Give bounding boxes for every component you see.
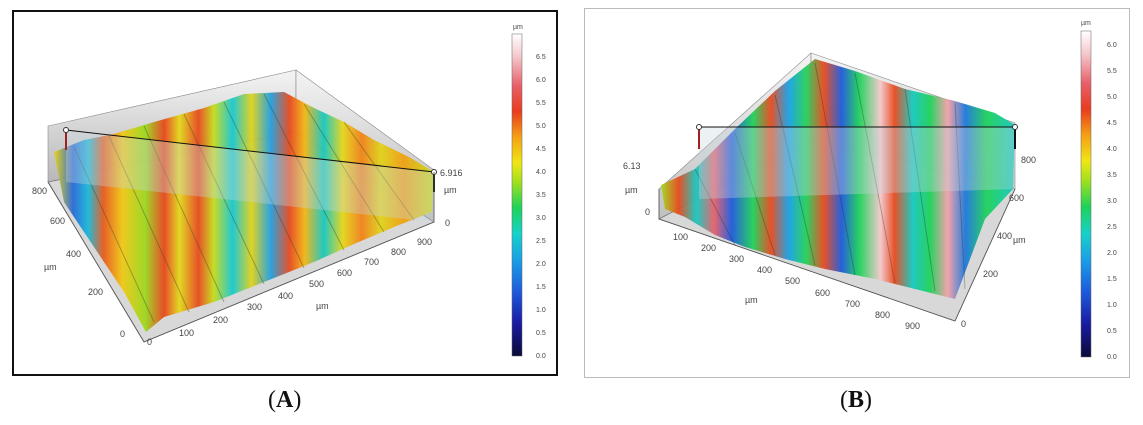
x-tick: 300 <box>247 302 262 312</box>
y-tick: 0 <box>961 319 966 329</box>
colorbar-tick: 1.5 <box>1107 276 1117 283</box>
x-axis-unit: µm <box>316 301 329 311</box>
z-max-label: 6.916 <box>440 168 463 178</box>
x-tick: 0 <box>147 337 152 347</box>
colorbar-tick: 3.5 <box>1107 172 1117 179</box>
colorbar-unit: µm <box>513 24 523 31</box>
panel-b: 100 200 300 400 500 600 700 800 900 µm 0… <box>584 8 1130 378</box>
colorbar-tick: 5.5 <box>1107 68 1117 75</box>
z-min-label: 0 <box>645 207 650 217</box>
surface-ridges <box>73 93 415 323</box>
y-tick: 200 <box>88 287 103 297</box>
panel-a-figure: 0 100 200 300 400 500 600 700 800 900 µm… <box>32 24 546 360</box>
y-axis-ticks: 0 200 400 600 800 µm <box>961 155 1036 329</box>
z-max-label: 6.13 <box>623 161 641 171</box>
caption-a: (A) <box>268 387 302 413</box>
x-tick: 100 <box>179 328 194 338</box>
panel-a: 0 100 200 300 400 500 600 700 800 900 µm… <box>12 10 558 376</box>
colorbar-tick: 5.0 <box>1107 94 1117 101</box>
colorbar-tick: 2.5 <box>536 238 546 245</box>
colorbar-ticks: 0.0 0.5 1.0 1.5 2.0 2.5 3.0 3.5 4.0 4.5 … <box>536 54 546 360</box>
x-axis-unit: µm <box>745 295 758 305</box>
x-tick: 900 <box>417 237 432 247</box>
y-tick: 600 <box>1009 193 1024 203</box>
colorbar-tick: 5.5 <box>536 100 546 107</box>
colorbar-tick: 5.0 <box>536 123 546 130</box>
y-tick: 600 <box>50 216 65 226</box>
colorbar-tick: 2.5 <box>1107 224 1117 231</box>
profile-plane <box>699 127 1015 199</box>
y-axis-unit: µm <box>44 262 57 272</box>
y-tick: 0 <box>120 329 125 339</box>
x-tick: 300 <box>729 254 744 264</box>
x-tick: 500 <box>309 279 324 289</box>
colorbar-tick: 3.0 <box>536 215 546 222</box>
colorbar-tick: 6.0 <box>1107 42 1117 49</box>
z-axis-unit: µm <box>625 185 638 195</box>
x-tick: 700 <box>364 257 379 267</box>
x-tick: 800 <box>875 310 890 320</box>
colorbar-tick: 6.5 <box>536 54 546 61</box>
caption-a-letter: A <box>276 387 294 413</box>
x-tick: 500 <box>785 276 800 286</box>
x-axis-ticks: 0 100 200 300 400 500 600 700 800 900 µm <box>147 237 432 347</box>
y-tick: 800 <box>1021 155 1036 165</box>
caption-b: (B) <box>840 387 873 413</box>
x-tick: 700 <box>845 299 860 309</box>
colorbar-tick: 3.0 <box>1107 198 1117 205</box>
colorbar-tick: 1.0 <box>1107 302 1117 309</box>
colorbar-tick: 2.0 <box>1107 250 1117 257</box>
x-tick: 900 <box>905 321 920 331</box>
colorbar-tick: 6.0 <box>536 77 546 84</box>
x-tick: 800 <box>391 247 406 257</box>
y-tick: 400 <box>66 249 81 259</box>
colorbar-ticks: 0.0 0.5 1.0 1.5 2.0 2.5 3.0 3.5 4.0 4.5 … <box>1107 42 1117 361</box>
colorbar-tick: 4.5 <box>1107 120 1117 127</box>
panel-b-figure: 100 200 300 400 500 600 700 800 900 µm 0… <box>623 20 1117 361</box>
colorbar-tick: 0.5 <box>536 330 546 337</box>
x-tick: 600 <box>337 268 352 278</box>
colorbar-tick: 1.5 <box>536 284 546 291</box>
colorbar-tick: 3.5 <box>536 192 546 199</box>
x-tick: 100 <box>673 232 688 242</box>
x-tick: 200 <box>701 243 716 253</box>
surface-map <box>661 59 1015 299</box>
x-tick: 400 <box>278 291 293 301</box>
colorbar-tick: 0.5 <box>1107 328 1117 335</box>
profile-line <box>65 129 435 173</box>
colorbar-tick: 4.0 <box>1107 146 1117 153</box>
y-tick: 200 <box>983 269 998 279</box>
colorbar <box>1080 30 1092 358</box>
colorbar-tick: 4.0 <box>536 169 546 176</box>
x-tick: 600 <box>815 288 830 298</box>
y-tick: 400 <box>997 231 1012 241</box>
colorbar-tick: 4.5 <box>536 146 546 153</box>
x-tick: 400 <box>757 265 772 275</box>
z-min-label: 0 <box>445 218 450 228</box>
colorbar <box>511 33 523 357</box>
surface-ridges <box>694 62 966 292</box>
colorbar-tick: 2.0 <box>536 261 546 268</box>
x-axis-ticks: 100 200 300 400 500 600 700 800 900 µm <box>673 232 920 331</box>
profile-plane <box>66 130 434 222</box>
y-axis-ticks: 0 200 400 600 800 µm <box>32 186 125 339</box>
colorbar-unit: µm <box>1081 20 1091 27</box>
y-axis-unit: µm <box>1013 235 1026 245</box>
x-tick: 200 <box>213 315 228 325</box>
y-tick: 800 <box>32 186 47 196</box>
colorbar-tick: 0.0 <box>536 353 546 360</box>
colorbar-tick: 0.0 <box>1107 354 1117 361</box>
surface-map <box>54 92 434 332</box>
z-axis-unit: µm <box>444 185 457 195</box>
caption-b-letter: B <box>848 387 865 413</box>
colorbar-tick: 1.0 <box>536 307 546 314</box>
